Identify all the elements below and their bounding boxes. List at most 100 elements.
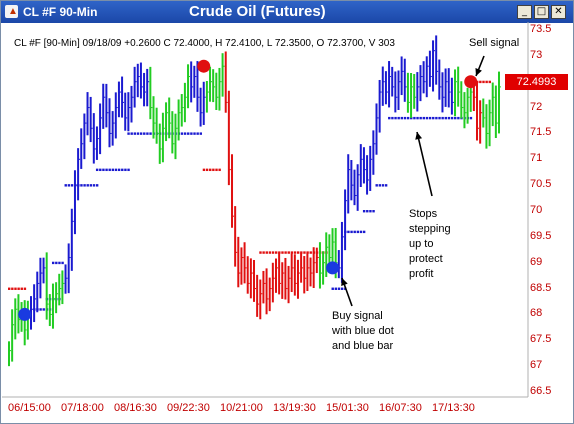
stop-dot [362, 230, 366, 234]
y-tick-label: 69.5 [530, 229, 552, 242]
stop-dot [39, 308, 42, 311]
stop-dot [67, 184, 71, 187]
buy-note-line-1: Buy signal [332, 310, 383, 322]
price-bars [8, 35, 501, 367]
stop-dot [403, 116, 407, 120]
stops-arrow [416, 131, 433, 197]
stop-dot [378, 184, 382, 187]
stop-dot [262, 251, 265, 254]
y-tick-label: 73.5 [530, 23, 552, 35]
stop-dot [202, 168, 206, 172]
stop-dot [372, 210, 375, 213]
sell-signal-arrow-head [475, 68, 482, 76]
stop-dot [95, 184, 99, 187]
stop-dot [422, 116, 426, 120]
window-title: CL #F 90-Min [23, 5, 98, 19]
stop-dot [353, 230, 356, 234]
stop-dot [136, 132, 140, 135]
stop-dot [89, 184, 93, 187]
buy-signal-dot [326, 261, 340, 275]
stop-dot [366, 210, 369, 213]
stop-dot [300, 251, 303, 254]
stop-dot [83, 184, 86, 187]
close-icon[interactable]: ✕ [551, 5, 566, 19]
stop-dot [287, 251, 290, 254]
stop-dot [334, 287, 338, 290]
stop-dot [482, 80, 485, 84]
minimize-icon[interactable]: _ [517, 5, 532, 19]
stop-dot [410, 116, 413, 120]
chart-title: Crude Oil (Futures) [189, 3, 326, 20]
y-tick-label: 68.5 [530, 281, 552, 294]
stops-arrow-head [415, 132, 423, 140]
stop-dot [86, 184, 89, 187]
signal-dots [18, 59, 478, 321]
stop-dot [55, 261, 58, 265]
stop-dot [64, 184, 67, 187]
stop-dot [11, 287, 14, 290]
stop-dot [196, 132, 199, 135]
stop-dot [350, 230, 353, 234]
stop-dot [193, 132, 196, 135]
stop-dot [190, 132, 193, 135]
stop-dot [20, 287, 23, 290]
stop-dot [209, 168, 212, 172]
stop-dot [435, 116, 438, 120]
stop-dot [42, 308, 45, 311]
stop-dot [485, 80, 488, 84]
stop-dot [92, 184, 96, 187]
stop-dot [271, 251, 275, 254]
y-tick-label: 70 [530, 204, 543, 216]
stop-dot [381, 184, 385, 187]
stop-dot [438, 116, 441, 120]
y-tick-label: 66.5 [530, 385, 552, 397]
y-tick-label: 73 [530, 48, 543, 61]
stop-dot [340, 287, 344, 290]
x-tick-label: 09/22:30 [167, 402, 210, 414]
stop-dot [450, 116, 454, 120]
x-tick-label: 16/07:30 [379, 402, 422, 414]
stop-dot [268, 251, 272, 254]
x-tick-label: 13/19:30 [273, 402, 316, 414]
stop-dot [61, 261, 64, 265]
title-bar[interactable]: ▲ CL #F 90-Min Crude Oil (Futures) _ □ ✕ [1, 1, 573, 23]
stop-dot [457, 116, 460, 120]
stop-dot [413, 116, 416, 120]
stop-dot [80, 184, 83, 187]
buy-note-line-3: and blue bar [332, 340, 394, 352]
buy-note-line-2: with blue dot [332, 325, 394, 337]
stop-dot [444, 116, 448, 120]
maximize-icon[interactable]: □ [534, 5, 549, 19]
stop-dot [397, 116, 400, 120]
stop-dot [416, 116, 419, 120]
stop-dot [306, 251, 309, 254]
chart-app-icon[interactable]: ▲ [5, 5, 18, 18]
stop-dot [362, 210, 366, 213]
stop-dot [469, 116, 473, 120]
stop-dot [99, 168, 102, 172]
stop-dot [388, 116, 391, 120]
y-tick-label: 68 [530, 307, 543, 320]
stop-dot [180, 132, 184, 135]
buy-signal-dot [18, 307, 32, 321]
stops-note: Stops stepping up to protect profit [409, 207, 451, 282]
stop-dot [454, 116, 457, 120]
stop-dot [281, 251, 284, 254]
y-tick-label: 71.5 [530, 126, 552, 139]
stop-dot [114, 168, 118, 172]
stop-dot [139, 132, 143, 135]
stop-dot [394, 116, 397, 120]
stop-dot [337, 287, 341, 290]
stop-dot [425, 116, 429, 120]
stop-dot [296, 251, 300, 254]
stop-dot [143, 132, 146, 135]
stop-dot [146, 132, 149, 135]
buy-signal-arrow-head [341, 278, 348, 286]
stop-dot [391, 116, 394, 120]
stop-dot [127, 132, 130, 135]
stop-dot [8, 287, 11, 290]
stop-dot [369, 210, 372, 213]
stop-dot [199, 132, 203, 135]
stop-dot [274, 251, 278, 254]
stop-dot [187, 132, 190, 135]
